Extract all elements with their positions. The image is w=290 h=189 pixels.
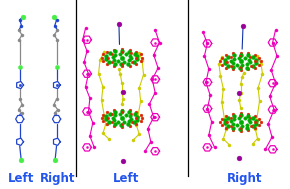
Text: Left: Left xyxy=(8,172,34,185)
Text: Left: Left xyxy=(113,172,139,185)
Text: Right: Right xyxy=(40,172,76,185)
Text: Right: Right xyxy=(227,172,263,185)
